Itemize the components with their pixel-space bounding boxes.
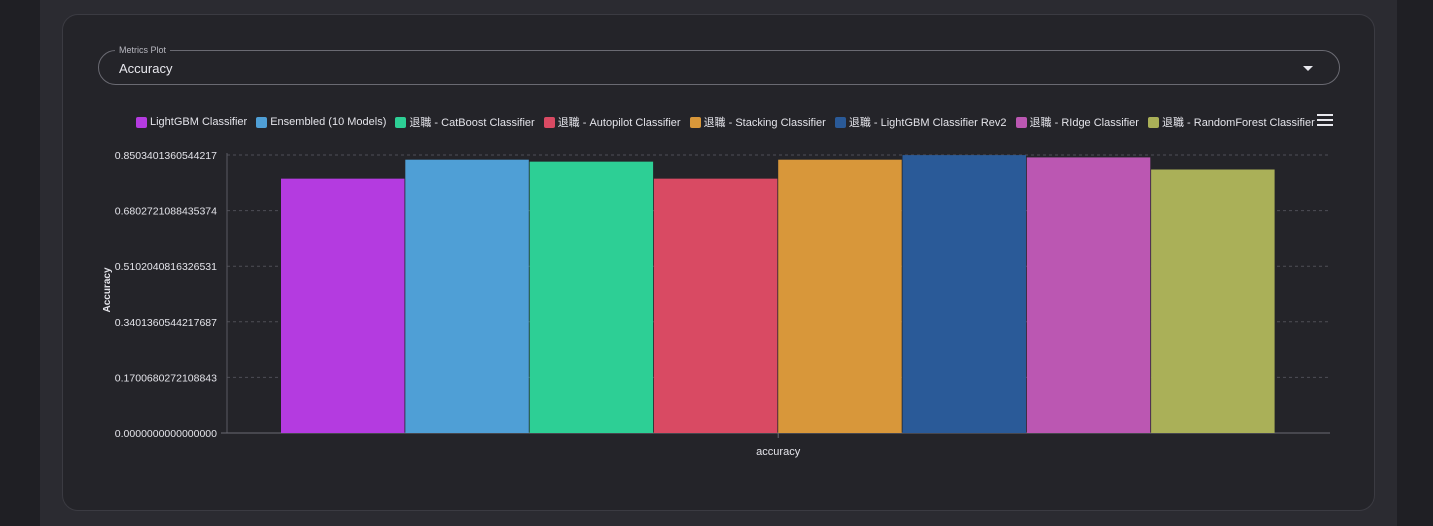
bar [902, 155, 1026, 433]
legend-item[interactable]: Ensembled (10 Models) [256, 116, 386, 128]
bar [778, 159, 902, 434]
legend-item[interactable]: 退職 - CatBoost Classifier [395, 114, 535, 130]
bar [1026, 157, 1151, 433]
metrics-plot-select[interactable]: Metrics Plot Accuracy [98, 44, 1340, 85]
y-tick-label: 0.8503401360544217 [115, 150, 217, 162]
y-axis-title: Accuracy [102, 267, 113, 312]
legend-swatch [395, 116, 407, 128]
legend-swatch [543, 116, 555, 128]
legend-label: 退職 - Stacking Classifier [703, 117, 826, 129]
legend-item[interactable]: 退職 - Autopilot Classifier [543, 114, 681, 130]
bar [653, 178, 778, 433]
legend-item[interactable]: 退職 - Stacking Classifier [689, 114, 826, 130]
legend-swatch [689, 116, 701, 128]
metrics-plot-select-label: Metrics Plot [115, 44, 171, 56]
right-side-panel [1397, 0, 1433, 526]
legend-label: 退職 - LightGBM Classifier Rev2 [848, 117, 1007, 129]
legend-swatch [834, 116, 846, 128]
left-side-panel [0, 0, 40, 526]
metrics-plot-select-value: Accuracy [119, 61, 173, 76]
y-tick-label: 0.1700680272108843 [115, 372, 217, 384]
legend-label: 退職 - CatBoost Classifier [409, 117, 535, 129]
y-tick-label: 0.3401360544217687 [115, 317, 217, 329]
bar [405, 159, 529, 434]
legend-swatch [256, 116, 268, 128]
y-tick-label: 0.5102040816326531 [115, 261, 217, 273]
y-tick-label: 0.6802721088435374 [115, 206, 217, 218]
x-tick-label: accuracy [756, 446, 801, 458]
legend-swatch [136, 116, 147, 128]
caret-down-icon[interactable] [1303, 66, 1313, 71]
legend-item[interactable]: 退職 - RandomForest Classifier [1147, 114, 1315, 130]
legend-swatch [1147, 116, 1159, 128]
legend-label: 退職 - Autopilot Classifier [557, 117, 681, 129]
bar [281, 178, 405, 433]
bar [1151, 169, 1275, 433]
legend-item[interactable]: 退職 - RIdge Classifier [1015, 114, 1139, 130]
legend-label: 退職 - RandomForest Classifier [1161, 117, 1315, 129]
y-tick-label: 0.0000000000000000 [115, 428, 217, 440]
legend-label: LightGBM Classifier [150, 116, 248, 128]
legend-label: Ensembled (10 Models) [270, 116, 387, 128]
bar [529, 161, 654, 433]
legend-swatch [1015, 116, 1027, 128]
legend-item[interactable]: 退職 - LightGBM Classifier Rev2 [834, 114, 1007, 130]
chart-menu-icon[interactable] [1317, 114, 1333, 126]
chart-legend: LightGBM Classifier Ensembled (10 Models)… [136, 114, 1324, 130]
legend-item[interactable]: LightGBM Classifier [136, 116, 247, 128]
legend-label: 退職 - RIdge Classifier [1029, 117, 1139, 129]
